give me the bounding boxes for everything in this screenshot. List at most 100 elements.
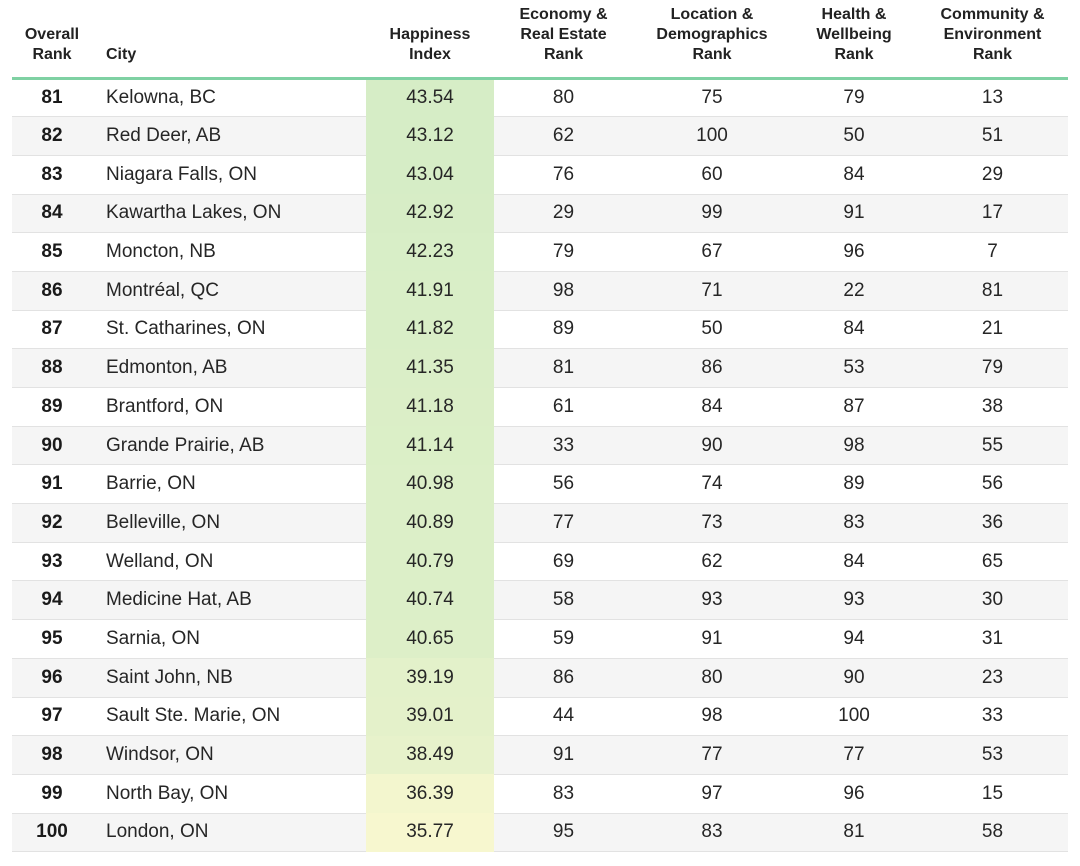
table-row[interactable]: 98 Windsor, ON 38.49 91 77 77 53: [12, 735, 1068, 775]
table-row[interactable]: 95 Sarnia, ON 40.65 59 91 94 31: [12, 619, 1068, 659]
happiness-index-cell: 41.14: [366, 426, 494, 465]
community-rank-cell: 33: [917, 697, 1068, 737]
location-rank-cell: 83: [633, 813, 791, 853]
overall-rank-cell: 81: [12, 78, 92, 118]
table-row[interactable]: 99 North Bay, ON 36.39 83 97 96 15: [12, 774, 1068, 814]
city-cell: Sault Ste. Marie, ON: [92, 697, 366, 737]
overall-rank-cell: 97: [12, 697, 92, 737]
location-rank-cell: 97: [633, 774, 791, 814]
table-header: Overall Rank City Happiness Index Econom…: [12, 0, 1068, 80]
header-line: Overall: [24, 25, 80, 43]
happiness-index-cell: 43.12: [366, 116, 494, 156]
table-row[interactable]: 85 Moncton, NB 42.23 79 67 96 7: [12, 232, 1068, 272]
city-cell: Saint John, NB: [92, 658, 366, 698]
city-cell: Barrie, ON: [92, 464, 366, 505]
community-rank-cell: 79: [917, 348, 1068, 388]
overall-rank-cell: 89: [12, 387, 92, 427]
table-row[interactable]: 92 Belleville, ON 40.89 77 73 83 36: [12, 503, 1068, 543]
happiness-index-cell: 40.98: [366, 464, 494, 504]
economy-rank-cell: 69: [494, 542, 633, 582]
table-row[interactable]: 83 Niagara Falls, ON 43.04 76 60 84 29: [12, 155, 1068, 195]
header-community-rank[interactable]: Community & Environment Rank: [917, 0, 1068, 80]
happiness-index-cell: 43.04: [366, 155, 494, 195]
header-overall-rank[interactable]: Overall Rank: [12, 0, 92, 80]
community-rank-cell: 17: [917, 194, 1068, 234]
location-rank-cell: 67: [633, 232, 791, 272]
table-row[interactable]: 89 Brantford, ON 41.18 61 84 87 38: [12, 387, 1068, 427]
table-row[interactable]: 93 Welland, ON 40.79 69 62 84 65: [12, 542, 1068, 582]
overall-rank-cell: 83: [12, 155, 92, 195]
community-rank-cell: 56: [917, 464, 1068, 505]
health-rank-cell: 87: [791, 387, 917, 427]
happiness-index-cell: 40.74: [366, 580, 494, 620]
table-row[interactable]: 91 Barrie, ON 40.98 56 74 89 56: [12, 464, 1068, 505]
location-rank-cell: 99: [633, 194, 791, 234]
health-rank-cell: 94: [791, 619, 917, 659]
economy-rank-cell: 56: [494, 464, 633, 505]
community-rank-cell: 15: [917, 774, 1068, 814]
overall-rank-cell: 98: [12, 735, 92, 775]
happiness-index-cell: 41.91: [366, 271, 494, 311]
happiness-index-cell: 41.82: [366, 310, 494, 349]
community-rank-cell: 65: [917, 542, 1068, 582]
happiness-index-cell: 41.35: [366, 348, 494, 388]
header-health-rank[interactable]: Health & Wellbeing Rank: [791, 0, 917, 80]
economy-rank-cell: 59: [494, 619, 633, 659]
header-economy-rank[interactable]: Economy & Real Estate Rank: [494, 0, 633, 80]
health-rank-cell: 96: [791, 232, 917, 272]
overall-rank-cell: 82: [12, 116, 92, 156]
happiness-index-cell: 40.79: [366, 542, 494, 581]
table-row[interactable]: 97 Sault Ste. Marie, ON 39.01 44 98 100 33: [12, 697, 1068, 737]
table-row[interactable]: 86 Montréal, QC 41.91 98 71 22 81: [12, 271, 1068, 311]
economy-rank-cell: 77: [494, 503, 633, 543]
health-rank-cell: 77: [791, 735, 917, 775]
health-rank-cell: 91: [791, 194, 917, 234]
community-rank-cell: 53: [917, 735, 1068, 775]
community-rank-cell: 38: [917, 387, 1068, 427]
rankings-table-container: Overall Rank City Happiness Index Econom…: [12, 0, 1068, 853]
health-rank-cell: 89: [791, 464, 917, 505]
overall-rank-cell: 92: [12, 503, 92, 543]
table-row[interactable]: 82 Red Deer, AB 43.12 62 100 50 51: [12, 116, 1068, 156]
table-row[interactable]: 81 Kelowna, BC 43.54 80 75 79 13: [12, 78, 1068, 118]
header-line: Environment: [943, 25, 1042, 43]
economy-rank-cell: 62: [494, 116, 633, 156]
table-row[interactable]: 94 Medicine Hat, AB 40.74 58 93 93 30: [12, 580, 1068, 621]
table-row[interactable]: 100 London, ON 35.77 95 83 81 58: [12, 813, 1068, 853]
city-cell: Red Deer, AB: [92, 116, 366, 156]
city-cell: Medicine Hat, AB: [92, 580, 366, 621]
table-row[interactable]: 84 Kawartha Lakes, ON 42.92 29 99 91 17: [12, 194, 1068, 234]
health-rank-cell: 98: [791, 426, 917, 466]
happiness-index-cell: 40.89: [366, 503, 494, 543]
community-rank-cell: 13: [917, 78, 1068, 118]
city-cell: Niagara Falls, ON: [92, 155, 366, 195]
city-cell: Montréal, QC: [92, 271, 366, 311]
community-rank-cell: 55: [917, 426, 1068, 466]
table-row[interactable]: 88 Edmonton, AB 41.35 81 86 53 79: [12, 348, 1068, 388]
health-rank-cell: 53: [791, 348, 917, 388]
overall-rank-cell: 85: [12, 232, 92, 272]
location-rank-cell: 60: [633, 155, 791, 195]
table-row[interactable]: 96 Saint John, NB 39.19 86 80 90 23: [12, 658, 1068, 698]
header-line: Community &: [940, 5, 1045, 23]
header-location-rank[interactable]: Location & Demographics Rank: [633, 0, 791, 80]
health-rank-cell: 50: [791, 116, 917, 156]
table-row[interactable]: 87 St. Catharines, ON 41.82 89 50 84 21: [12, 310, 1068, 350]
happiness-index-cell: 39.19: [366, 658, 494, 697]
community-rank-cell: 81: [917, 271, 1068, 311]
happiness-index-cell: 38.49: [366, 735, 494, 775]
header-line: Index: [409, 45, 451, 63]
city-cell: Kawartha Lakes, ON: [92, 194, 366, 234]
economy-rank-cell: 80: [494, 78, 633, 118]
location-rank-cell: 91: [633, 619, 791, 659]
overall-rank-cell: 99: [12, 774, 92, 814]
economy-rank-cell: 91: [494, 735, 633, 775]
table-row[interactable]: 90 Grande Prairie, AB 41.14 33 90 98 55: [12, 426, 1068, 466]
economy-rank-cell: 58: [494, 580, 633, 621]
health-rank-cell: 90: [791, 658, 917, 698]
header-line: Demographics: [656, 25, 768, 43]
economy-rank-cell: 89: [494, 310, 633, 350]
header-city[interactable]: City: [92, 0, 366, 80]
header-happiness-index[interactable]: Happiness Index: [366, 0, 494, 80]
community-rank-cell: 36: [917, 503, 1068, 543]
